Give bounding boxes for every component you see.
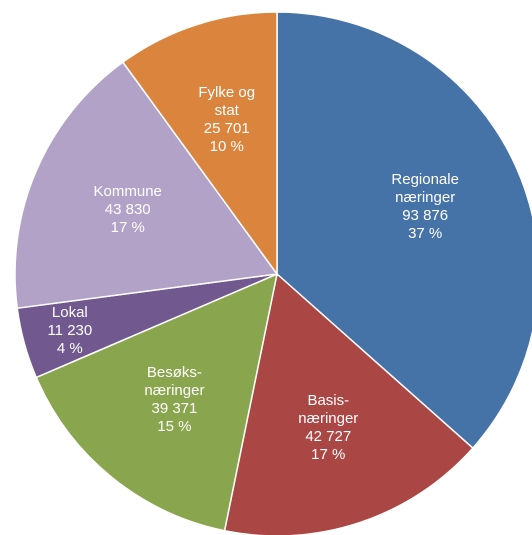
category-label: Basis-næringer: [298, 392, 359, 428]
category-label: Fylke og stat: [198, 83, 256, 119]
value-label: 11 230: [47, 321, 93, 339]
pie-slice: [121, 11, 278, 277]
value-label: 93 876: [402, 207, 449, 225]
slice-label: Basis-næringer 42 727 17 %: [286, 392, 370, 464]
pie-slice: [14, 61, 279, 310]
slice-label: Lokal 11 230 4 %: [28, 304, 112, 358]
value-label: 39 371: [151, 399, 198, 417]
slice-label: Fylke og stat 25 701 10 %: [185, 84, 269, 156]
percentage-label: 37 %: [408, 225, 443, 243]
percentage-label: 4 %: [56, 339, 83, 357]
slice-label: Besøks-næringer 39 371 15 %: [132, 364, 216, 436]
percentage-label: 17 %: [311, 446, 346, 464]
percentage-label: 10 %: [209, 137, 244, 155]
value-label: 25 701: [203, 119, 250, 137]
category-label: Regionale næringer: [391, 171, 459, 207]
pie-slice: [276, 11, 532, 450]
slice-label: Kommune 43 830 17 %: [86, 183, 170, 237]
value-label: 42 727: [305, 428, 352, 446]
category-label: Kommune: [93, 182, 162, 200]
category-label: Besøks-næringer: [144, 363, 205, 399]
slice-label: Regionale næringer 93 876 37 %: [383, 171, 467, 243]
percentage-label: 17 %: [110, 218, 145, 236]
value-label: 43 830: [104, 200, 151, 218]
category-label: Lokal: [51, 303, 88, 321]
percentage-label: 15 %: [157, 417, 192, 435]
pie-slice: [35, 272, 279, 532]
